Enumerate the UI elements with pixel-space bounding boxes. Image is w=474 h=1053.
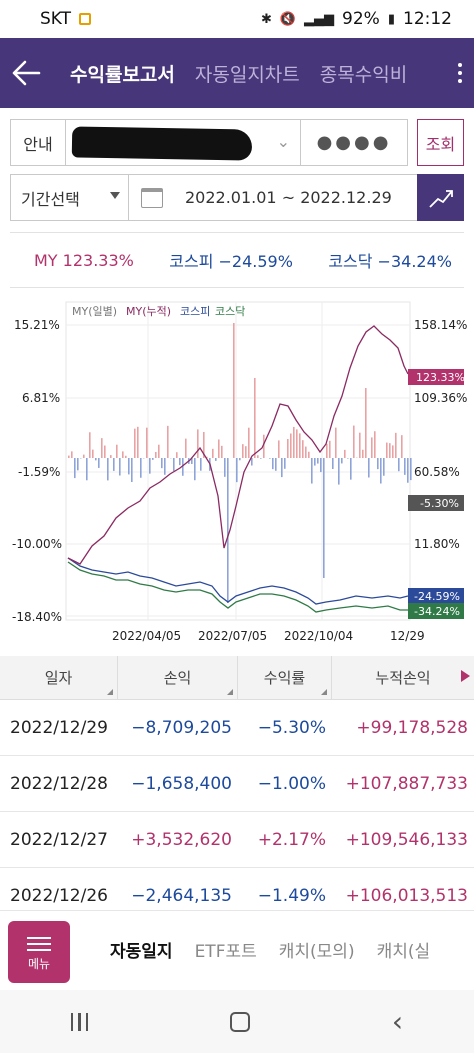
signal-icon: ▂▄▆ (304, 11, 335, 27)
end-tag-my (408, 369, 464, 385)
my-cumulative-line (67, 325, 409, 565)
chevron-down-icon: ⌄ (276, 132, 290, 151)
kosdaq-return: 코스닥 −34.24% (328, 252, 452, 271)
date-range-text: 2022.01.01 ~ 2022.12.29 (185, 188, 392, 207)
table-row[interactable]: 2022/12/29 −8,709,205 −5.30% +99,178,528 (0, 700, 474, 756)
left-tick: -10.00% (12, 537, 62, 551)
hamburger-icon (27, 933, 51, 955)
legend-kospi: 코스피 (180, 305, 210, 318)
col-date[interactable]: 일자 (0, 656, 118, 699)
kospi-return: 코스피 −24.59% (169, 252, 293, 271)
lookup-button[interactable]: 조회 (417, 119, 464, 166)
date-range-field[interactable]: 2022.01.01 ~ 2022.12.29 (128, 174, 418, 221)
col-cumulative[interactable]: 누적손익 (332, 656, 474, 699)
end-label-kospi: -24.59% (414, 590, 460, 603)
more-menu-icon[interactable] (446, 38, 474, 108)
right-tick: 11.80% (414, 537, 460, 551)
sim-icon (79, 13, 92, 25)
end-label-kosdaq: -34.24% (414, 605, 460, 618)
trend-chart-icon (428, 189, 453, 208)
tab-auto-journal[interactable]: 자동일지 (110, 942, 173, 962)
recent-apps-icon[interactable] (70, 1012, 89, 1031)
status-bar: SKT ✱ 🔇 ▂▄▆ 92% ▮ 12:12 (0, 0, 474, 38)
account-select[interactable]: ⌄ (65, 119, 301, 166)
bottom-tabs: 자동일지 ETF포트 캐치(모의) 캐치(실 (110, 937, 430, 962)
tab-catch-real[interactable]: 캐치(실 (376, 942, 431, 962)
menu-button-label: 메뉴 (27, 956, 51, 971)
col-pnl[interactable]: 손익 (118, 656, 238, 699)
end-tag-kosdaq (408, 603, 464, 619)
right-tick: 109.36% (414, 391, 467, 405)
table-row[interactable]: 2022/12/27 +3,532,620 +2.17% +109,546,13… (0, 812, 474, 868)
tab-stock-return[interactable]: 종목수익비 (319, 63, 408, 86)
end-label-my: 123.33% (416, 371, 465, 384)
dropdown-triangle-icon (110, 192, 120, 199)
daily-return-bars (68, 323, 412, 603)
chart-grid (66, 302, 410, 620)
bluetooth-icon: ✱ (260, 11, 272, 27)
calendar-icon (141, 187, 163, 208)
clock: 12:12 (403, 9, 452, 29)
tab-return-report[interactable]: 수익률보고서 (70, 63, 175, 86)
legend-my-daily: MY(일별) (72, 304, 117, 318)
bottom-nav: 메뉴 자동일지 ETF포트 캐치(모의) 캐치(실 (0, 910, 474, 990)
period-select-label: 기간선택 (21, 189, 80, 209)
period-select[interactable]: 기간선택 (10, 174, 129, 221)
right-tick: 158.14% (414, 318, 467, 332)
return-chart: MY(일별) MY(누적) 코스피 코스닥 15.21% 6.81% -1.59… (12, 301, 467, 643)
right-tick: 60.58% (414, 465, 460, 479)
period-row: 기간선택 2022.01.01 ~ 2022.12.29 (10, 174, 464, 221)
left-tick: -18.40% (12, 610, 62, 624)
battery-level: 92% (342, 9, 380, 29)
system-nav-bar: ‹ (0, 990, 474, 1053)
col-rate[interactable]: 수익률 (238, 656, 332, 699)
carrier-label: SKT (40, 9, 72, 29)
pnl-table: 2022/12/29 −8,709,205 −5.30% +99,178,528… (0, 700, 474, 924)
end-tag-daily (408, 495, 464, 511)
tab-catch-mock[interactable]: 캐치(모의) (278, 942, 355, 962)
tab-etf-port[interactable]: ETF포트 (194, 942, 257, 962)
legend-my-cum: MY(누적) (126, 305, 171, 318)
menu-button[interactable]: 메뉴 (8, 921, 70, 983)
x-tick: 2022/04/05 (112, 629, 181, 643)
x-tick: 2022/10/04 (284, 629, 353, 643)
mute-icon: 🔇 (279, 11, 297, 27)
redacted-account (71, 126, 253, 161)
back-arrow-icon[interactable] (0, 38, 52, 108)
return-summary: MY 123.33% 코스피 −24.59% 코스닥 −34.24% (10, 232, 464, 288)
app-bar: 수익률보고서 자동일지차트 종목수익비 (0, 38, 474, 108)
home-icon[interactable] (230, 1011, 251, 1032)
kosdaq-line (67, 561, 408, 613)
kospi-line (67, 557, 409, 605)
back-icon[interactable]: ‹ (391, 1005, 404, 1038)
x-tick: 12/29 (390, 629, 425, 643)
left-tick: 6.81% (22, 391, 60, 405)
scroll-right-icon[interactable] (461, 670, 470, 682)
table-row[interactable]: 2022/12/28 −1,658,400 −1.00% +107,887,73… (0, 756, 474, 812)
end-label-daily: -5.30% (420, 497, 459, 510)
legend-kosdaq: 코스닥 (215, 305, 245, 318)
x-tick: 2022/07/05 (198, 629, 267, 643)
my-return: MY 123.33% (34, 250, 134, 270)
left-tick: 15.21% (14, 318, 60, 332)
table-header: 일자 손익 수익률 누적손익 (0, 656, 474, 700)
tab-auto-journal-chart[interactable]: 자동일지차트 (194, 63, 300, 86)
account-row: 안내 ⌄ ●●●● 조회 (10, 119, 464, 166)
left-tick: -1.59% (18, 465, 60, 479)
end-tag-kospi (408, 588, 464, 604)
info-button[interactable]: 안내 (10, 119, 66, 166)
battery-icon: ▮ (387, 11, 395, 27)
chart-toggle-button[interactable] (417, 174, 464, 221)
password-field[interactable]: ●●●● (300, 119, 408, 166)
